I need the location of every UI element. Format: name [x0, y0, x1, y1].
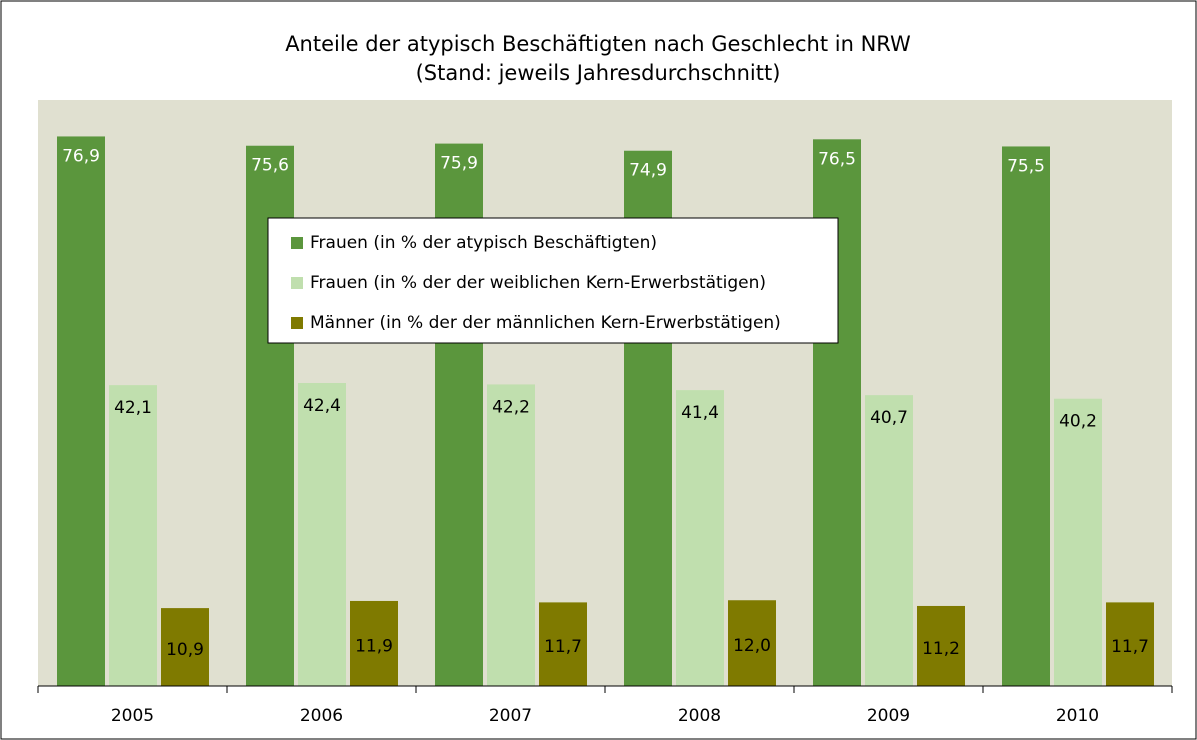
- value-label: 42,1: [114, 398, 152, 418]
- legend-label: Männer (in % der der männlichen Kern-Erw…: [310, 313, 781, 333]
- bar: [676, 390, 724, 686]
- legend-box: [267, 217, 839, 344]
- value-label: 75,9: [440, 154, 478, 174]
- value-label: 40,2: [1059, 412, 1097, 432]
- bar: [109, 385, 157, 686]
- value-label: 11,2: [922, 639, 960, 659]
- bar: [539, 602, 587, 686]
- x-tick-label: 2005: [111, 706, 154, 726]
- value-label: 75,5: [1007, 156, 1045, 176]
- bar: [298, 382, 346, 686]
- x-tick-label: 2006: [300, 706, 343, 726]
- legend-label: Frauen (in % der atypisch Beschäftigten): [310, 233, 657, 253]
- x-tick-label: 2007: [489, 706, 532, 726]
- chart-title: Anteile der atypisch Beschäftigten nach …: [285, 32, 911, 56]
- value-label: 10,9: [166, 640, 204, 660]
- value-label: 11,9: [355, 636, 393, 656]
- value-label: 76,9: [62, 146, 100, 166]
- bar: [917, 605, 965, 686]
- bar: [161, 608, 209, 686]
- bar: [1054, 398, 1102, 686]
- value-label: 74,9: [629, 161, 667, 181]
- value-label: 75,6: [251, 156, 289, 176]
- bar: [57, 136, 105, 686]
- bar: [1002, 146, 1050, 686]
- legend-swatch: [291, 317, 303, 329]
- legend-label: Frauen (in % der der weiblichen Kern-Erw…: [310, 273, 766, 293]
- bars: 76,9 42,1 10,9 75,6 42,4 11,9 75,9 42,2 11,7 74,9…: [57, 136, 1154, 687]
- value-label: 41,4: [681, 403, 719, 423]
- bar: [1106, 602, 1154, 686]
- chart-subtitle: (Stand: jeweils Jahresdurchschnitt): [416, 61, 781, 85]
- legend-swatch: [291, 237, 303, 249]
- x-tick-label: 2009: [867, 706, 910, 726]
- plot-area: [38, 100, 1172, 686]
- legend: Frauen (in % der atypisch Beschäftigten)…: [267, 217, 839, 344]
- bar: [487, 384, 535, 686]
- value-label: 42,2: [492, 397, 530, 417]
- x-tick-label: 2010: [1056, 706, 1099, 726]
- value-label: 11,7: [1111, 637, 1149, 657]
- legend-swatch: [291, 277, 303, 289]
- bar: [728, 600, 776, 686]
- value-label: 12,0: [733, 636, 771, 656]
- value-label: 11,7: [544, 637, 582, 657]
- bar: [865, 395, 913, 686]
- bar: [350, 600, 398, 686]
- value-label: 40,7: [870, 408, 908, 428]
- value-label: 42,4: [303, 396, 341, 416]
- value-label: 76,5: [818, 149, 856, 169]
- x-tick-label: 2008: [678, 706, 721, 726]
